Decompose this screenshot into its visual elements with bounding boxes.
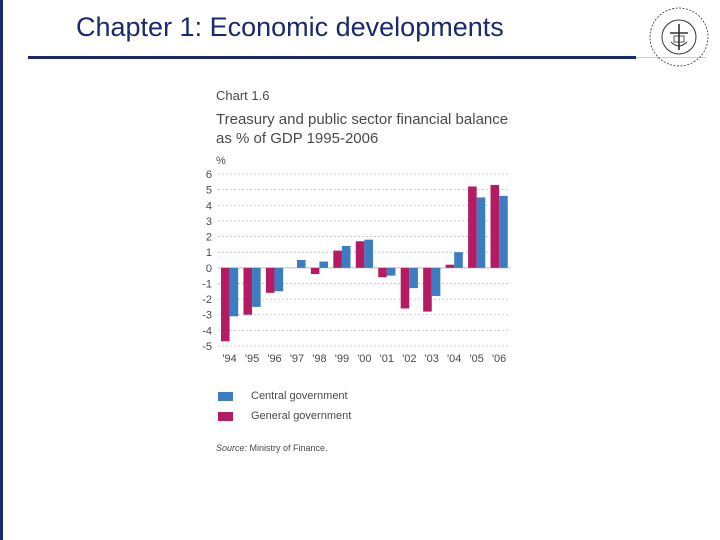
legend-item-general: General government xyxy=(218,406,351,426)
x-tick-label: '05 xyxy=(470,353,484,365)
bar-general xyxy=(243,267,253,315)
bar-general xyxy=(445,264,455,268)
x-tick-label: '98 xyxy=(312,353,326,365)
x-tick-label: '06 xyxy=(492,353,506,365)
bar-general xyxy=(378,267,387,278)
y-tick-label: 5 xyxy=(206,185,212,197)
x-axis-ticks: '94 '95 '96 '97 '98 '99 '00 '01 '02 '03 '04 '05 '06 xyxy=(222,353,506,365)
y-tick-label: 4 xyxy=(206,200,212,212)
bar-central xyxy=(431,267,441,296)
bar-central xyxy=(296,260,306,268)
bar-central xyxy=(319,261,329,268)
bar-central xyxy=(476,197,486,268)
y-tick-label: 0 xyxy=(206,263,212,275)
legend-label-general: General government xyxy=(251,410,352,422)
bar-central xyxy=(229,267,239,317)
bar-central xyxy=(409,267,418,289)
bar-general xyxy=(333,250,342,268)
x-tick-label: '95 xyxy=(245,353,259,365)
university-seal-logo xyxy=(649,7,709,67)
bar-central xyxy=(499,195,508,268)
x-tick-label: '03 xyxy=(425,353,439,365)
y-tick-label: 3 xyxy=(206,216,212,228)
x-tick-label: '04 xyxy=(447,353,461,365)
x-tick-label: '94 xyxy=(222,353,236,365)
legend: Central government General government xyxy=(218,386,351,426)
slide-left-border xyxy=(0,0,3,540)
bar-general xyxy=(265,267,275,293)
legend-item-central: Central government xyxy=(218,386,351,406)
x-tick-label: '00 xyxy=(357,353,371,365)
y-tick-label: 2 xyxy=(206,232,212,244)
source-text: Ministry of Finance. xyxy=(247,443,328,453)
y-tick-label: -4 xyxy=(202,325,212,337)
bar-general xyxy=(310,267,320,275)
y-axis-ticks: 6 5 4 3 2 1 0 -1 -2 -3 -4 -5 xyxy=(202,169,212,353)
y-tick-label: 6 xyxy=(206,169,212,181)
bar-central xyxy=(252,267,261,307)
bar-central xyxy=(386,267,396,276)
bar-central xyxy=(274,267,284,292)
chart-panel: Chart 1.6 Treasury and public sector fin… xyxy=(198,84,528,464)
chart-number: Chart 1.6 xyxy=(216,88,270,103)
legend-swatch-general xyxy=(218,411,233,421)
bar-general xyxy=(221,267,230,342)
y-tick-label: 1 xyxy=(206,247,212,259)
y-axis-unit: % xyxy=(216,155,226,167)
source-note: Source: Ministry of Finance. xyxy=(216,443,328,453)
source-label: Source: xyxy=(216,443,248,453)
bar-central xyxy=(454,252,463,268)
y-tick-label: -3 xyxy=(202,310,212,322)
x-tick-label: '02 xyxy=(402,353,416,365)
bars xyxy=(221,184,508,342)
x-tick-label: '97 xyxy=(290,353,304,365)
x-tick-label: '01 xyxy=(380,353,394,365)
bar-general xyxy=(355,241,365,268)
bar-general xyxy=(400,267,410,309)
bar-general xyxy=(468,186,477,268)
legend-label-central: Central government xyxy=(251,390,348,402)
chart-title: Treasury and public sector financial bal… xyxy=(216,111,509,147)
y-tick-label: -5 xyxy=(202,341,212,353)
x-tick-label: '99 xyxy=(335,353,349,365)
bar-central xyxy=(364,239,373,268)
title-underline-fade xyxy=(636,57,706,58)
slide-title: Chapter 1: Economic developments xyxy=(76,12,504,42)
y-tick-label: -2 xyxy=(202,294,212,306)
legend-swatch-central xyxy=(218,391,233,401)
bar-central xyxy=(341,245,351,268)
title-underline xyxy=(28,56,636,59)
x-tick-label: '96 xyxy=(267,353,281,365)
bar-general xyxy=(490,184,500,268)
bar-general xyxy=(423,267,432,312)
y-tick-label: -1 xyxy=(202,278,212,290)
